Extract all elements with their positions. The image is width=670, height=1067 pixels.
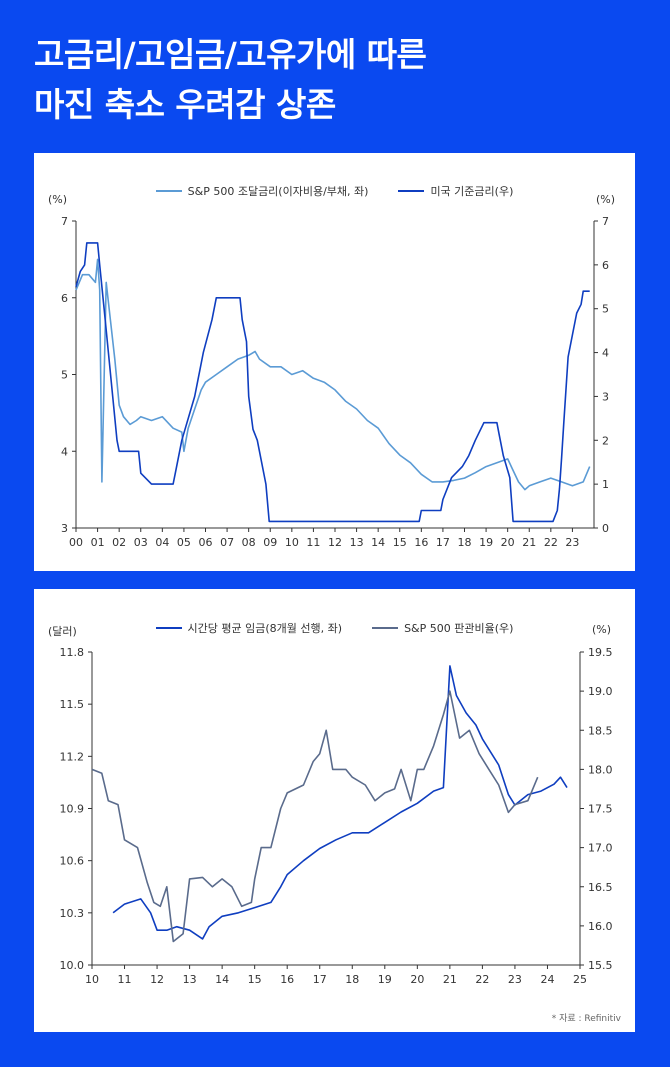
chart1-x-tick-label: 21 (522, 536, 536, 549)
chart2-series-2-line (91, 690, 539, 943)
chart2-x-tick-label: 20 (410, 973, 424, 986)
chart1-right-tick-label: 4 (602, 347, 609, 360)
chart1-x-tick-label: 04 (155, 536, 169, 549)
chart1-legend-item-funding-rate: S&P 500 조달금리(이자비용/부채, 좌) (155, 183, 369, 199)
chart1-x-tick-label: 00 (69, 536, 83, 549)
chart2-left-tick-label: 10.0 (60, 959, 85, 972)
chart1-x-tick-label: 11 (306, 536, 320, 549)
chart2-legend-label-hourly-wage: 시간당 평균 임금(8개월 선행, 좌) (187, 622, 343, 635)
chart1-left-tick-label: 6 (61, 292, 68, 305)
chart2-right-tick-label: 17.5 (588, 803, 613, 816)
chart1-x-tick-label: 08 (242, 536, 256, 549)
chart1-x-tick-label: 05 (177, 536, 191, 549)
chart1-right-tick-label: 1 (602, 478, 609, 491)
chart1-x-tick-label: 12 (328, 536, 342, 549)
chart2-right-tick-label: 16.0 (588, 920, 613, 933)
chart1-legend: S&P 500 조달금리(이자비용/부채, 좌) 미국 기준금리(우) (34, 183, 635, 199)
chart1-right-tick-label: 0 (602, 522, 609, 535)
chart1-x-tick-label: 06 (199, 536, 213, 549)
chart2-series-1-line (112, 665, 568, 940)
chart2-left-tick-label: 10.9 (60, 803, 85, 816)
chart2-x-tick-label: 24 (540, 973, 554, 986)
title-line-2: 마진 축소 우려감 상존 (34, 85, 336, 124)
source-note: * 자료 : Refinitiv (551, 1014, 621, 1024)
chart1-x-tick-label: 10 (285, 536, 299, 549)
chart1-right-tick-label: 7 (602, 215, 609, 228)
chart1-left-unit: (%) (48, 193, 68, 206)
chart2-left-tick-label: 11.5 (60, 698, 85, 711)
chart1-left-tick-label: 7 (61, 215, 68, 228)
chart1-left-tick-label: 5 (61, 369, 68, 382)
chart2-x-tick-label: 25 (573, 973, 587, 986)
chart2-x-tick-label: 17 (313, 973, 327, 986)
chart2-x-tick-label: 22 (475, 973, 489, 986)
chart2-x-tick-label: 15 (248, 973, 262, 986)
chart2-right-tick-label: 18.0 (588, 763, 613, 776)
title-line-1: 고금리/고임금/고유가에 따른 (34, 35, 427, 74)
chart1-x-tick-label: 19 (479, 536, 493, 549)
chart1-x-tick-label: 01 (91, 536, 105, 549)
chart1-x-tick-label: 20 (501, 536, 515, 549)
chart1-legend-swatch-fed-rate (398, 190, 425, 192)
chart2-plot: 10.0 10.3 10.6 10.9 11.2 11.5 11.8 15.5 16.0 16.5… (60, 646, 613, 986)
chart2-legend-item-sga-ratio: S&P 500 판관비율(우) (372, 620, 513, 636)
chart2-x-tick-label: 18 (345, 973, 359, 986)
chart2-legend: 시간당 평균 임금(8개월 선행, 좌) S&P 500 판관비율(우) (34, 620, 635, 636)
chart1-x-tick-label: 02 (112, 536, 126, 549)
chart2-x-tick-label: 19 (378, 973, 392, 986)
chart2-left-tick-label: 10.6 (60, 855, 85, 868)
chart2-x-tick-label: 21 (443, 973, 457, 986)
chart2-legend-swatch-sga-ratio (372, 627, 399, 629)
chart2-right-tick-label: 17.0 (588, 842, 613, 855)
chart1-x-tick-label: 09 (263, 536, 277, 549)
chart2-left-unit: (달러) (48, 625, 77, 638)
chart1-x-tick-label: 14 (371, 536, 385, 549)
chart1-x-tick-label: 03 (134, 536, 148, 549)
chart1-right-tick-label: 2 (602, 434, 609, 447)
chart1-right-unit: (%) (596, 193, 616, 206)
chart1-legend-swatch-funding-rate (155, 190, 182, 192)
page-title: 고금리/고임금/고유가에 따른 마진 축소 우려감 상존 (34, 30, 427, 130)
chart2-legend-item-hourly-wage: 시간당 평균 임금(8개월 선행, 좌) (155, 620, 343, 636)
chart2-left-tick-label: 11.2 (60, 750, 85, 763)
interest-rate-chart-panel: S&P 500 조달금리(이자비용/부채, 좌) 미국 기준금리(우) (%) … (34, 153, 635, 571)
chart2-x-tick-label: 14 (215, 973, 229, 986)
chart1-series-1-line (75, 258, 591, 491)
chart2-left-tick-label: 10.3 (60, 907, 85, 920)
chart1-x-tick-label: 07 (220, 536, 234, 549)
chart2-right-tick-label: 15.5 (588, 959, 613, 972)
chart1-left-tick-label: 3 (61, 522, 68, 535)
chart2-x-tick-label: 13 (183, 973, 197, 986)
chart1-x-tick-label: 13 (350, 536, 364, 549)
chart1-x-tick-label: 18 (458, 536, 472, 549)
chart1-legend-label-fed-rate: 미국 기준금리(우) (430, 185, 514, 198)
chart2-right-unit: (%) (592, 623, 612, 636)
chart2-right-tick-label: 18.5 (588, 724, 613, 737)
chart1-x-tick-label: 23 (565, 536, 579, 549)
chart1-right-tick-label: 3 (602, 390, 609, 403)
chart2-right-tick-label: 16.5 (588, 881, 613, 894)
chart1-legend-item-fed-rate: 미국 기준금리(우) (398, 183, 513, 199)
chart1-x-tick-label: 16 (414, 536, 428, 549)
chart1-x-tick-label: 15 (393, 536, 407, 549)
chart1-x-tick-label: 17 (436, 536, 450, 549)
chart1-left-tick-label: 4 (61, 445, 68, 458)
chart1-right-tick-label: 5 (602, 303, 609, 316)
chart1-legend-label-funding-rate: S&P 500 조달금리(이자비용/부채, 좌) (187, 185, 369, 198)
chart1-series-2-line (75, 242, 590, 523)
chart2-x-tick-label: 10 (85, 973, 99, 986)
chart1-x-tick-label: 22 (544, 536, 558, 549)
chart1-right-tick-label: 6 (602, 259, 609, 272)
chart2-right-tick-label: 19.0 (588, 685, 613, 698)
chart2-x-tick-label: 16 (280, 973, 294, 986)
chart2-x-tick-label: 23 (508, 973, 522, 986)
chart2-right-tick-label: 19.5 (588, 646, 613, 659)
chart2-left-tick-label: 11.8 (60, 646, 85, 659)
chart2-legend-label-sga-ratio: S&P 500 판관비율(우) (404, 622, 514, 635)
chart2-x-tick-label: 11 (118, 973, 132, 986)
wage-sga-chart-panel: 시간당 평균 임금(8개월 선행, 좌) S&P 500 판관비율(우) (달러… (34, 589, 635, 1032)
chart2-legend-swatch-hourly-wage (155, 627, 182, 629)
chart2-x-tick-label: 12 (150, 973, 164, 986)
